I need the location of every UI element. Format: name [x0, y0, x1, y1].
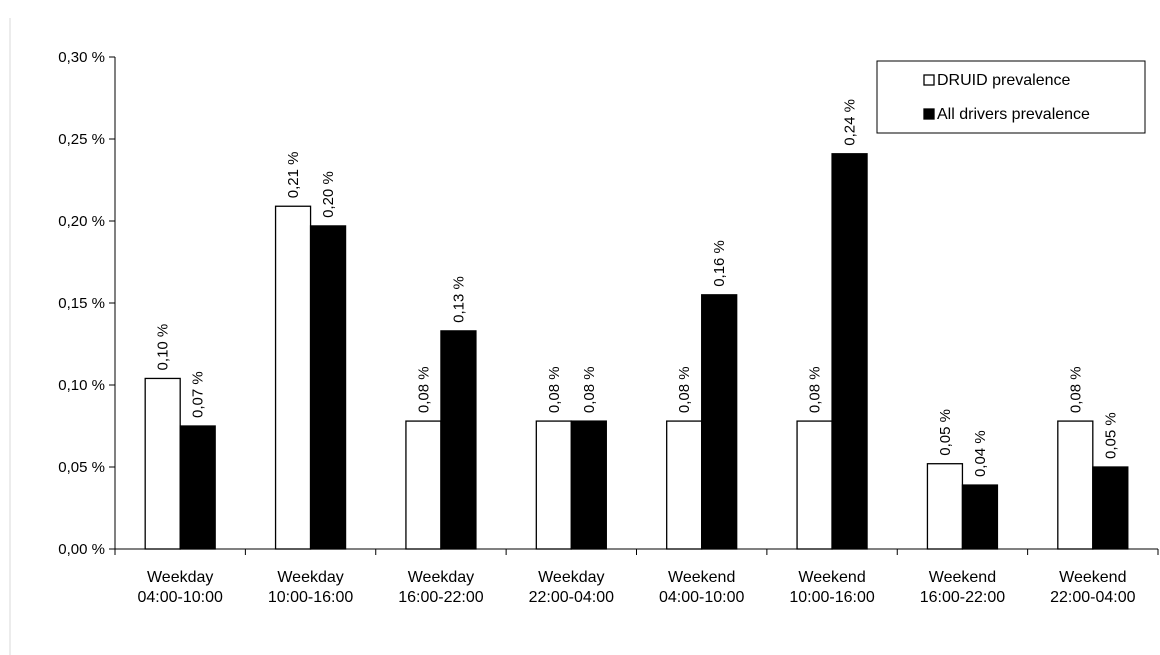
data-label: 0,08 %	[546, 366, 563, 413]
data-label: 0,10 %	[155, 324, 172, 371]
x-category-label: 22:00-04:00	[529, 589, 615, 606]
data-label: 0,16 %	[711, 240, 728, 287]
bar	[274, 205, 312, 550]
y-tick-label: 0,25 %	[58, 131, 105, 148]
bar	[535, 420, 572, 550]
x-category-label: Weekend	[798, 569, 865, 586]
data-labels: 0,10 % 0,07 % 0,21 % 0,20 % 0,08 % 0,13 % 0,08…	[155, 99, 1120, 477]
bar	[701, 294, 738, 550]
x-category-label: 16:00-22:00	[398, 589, 484, 606]
bar	[144, 377, 181, 550]
bar	[309, 225, 347, 550]
data-label: 0,08 %	[807, 366, 824, 413]
legend: DRUID prevalence All drivers prevalence	[876, 60, 1146, 134]
y-tick-label: 0,05 %	[58, 459, 105, 476]
legend-swatch	[923, 74, 935, 86]
x-category-label: Weekday	[538, 569, 604, 586]
x-category-label: 22:00-04:00	[1050, 589, 1136, 606]
data-label: 0,08 %	[676, 366, 693, 413]
legend-label: DRUID prevalence	[937, 72, 1070, 89]
bar	[179, 425, 216, 550]
y-tick-label: 0,15 %	[58, 295, 105, 312]
data-label: 0,04 %	[972, 430, 989, 477]
bar	[440, 330, 477, 550]
y-tick-label: 0,00 %	[58, 541, 105, 558]
y-axis: 0,00 % 0,05 % 0,10 % 0,15 % 0,20 % 0,25 % 0,30…	[58, 49, 116, 558]
data-label: 0,07 %	[190, 371, 207, 418]
bars	[144, 153, 1129, 550]
data-label: 0,05 %	[937, 409, 954, 456]
data-label: 0,08 %	[1067, 366, 1084, 413]
y-tick-label: 0,30 %	[58, 49, 105, 66]
y-tick-label: 0,20 %	[58, 213, 105, 230]
data-label: 0,08 %	[581, 366, 598, 413]
bar	[666, 420, 703, 550]
x-category-label: 10:00-16:00	[268, 589, 354, 606]
x-category-label: Weekend	[1059, 569, 1126, 586]
x-category-label: 16:00-22:00	[920, 589, 1006, 606]
legend-swatch	[923, 108, 935, 120]
bar	[1092, 466, 1129, 550]
data-label: 0,05 %	[1102, 412, 1119, 459]
x-category-label: Weekday	[277, 569, 343, 586]
data-label: 0,20 %	[320, 171, 337, 218]
x-category-label: Weekend	[929, 569, 996, 586]
y-tick-label: 0,10 %	[58, 377, 105, 394]
data-label: 0,08 %	[415, 366, 432, 413]
data-label: 0,21 %	[285, 152, 302, 199]
x-axis: Weekday 04:00-10:00 Weekday 10:00-16:00 Week…	[114, 548, 1159, 606]
bar	[831, 153, 868, 550]
bar	[570, 420, 607, 550]
x-category-label: 04:00-10:00	[137, 589, 223, 606]
x-category-label: Weekend	[668, 569, 735, 586]
bar	[926, 463, 964, 550]
legend-label: All drivers prevalence	[937, 106, 1090, 123]
x-category-label: 10:00-16:00	[789, 589, 875, 606]
bar	[405, 420, 442, 550]
x-category-label: Weekday	[147, 569, 213, 586]
bar	[1057, 420, 1094, 550]
bar	[961, 484, 999, 550]
x-category-label: Weekday	[408, 569, 474, 586]
bar	[796, 420, 833, 550]
x-category-label: 04:00-10:00	[659, 589, 745, 606]
data-label: 0,24 %	[842, 99, 859, 146]
legend-box	[876, 60, 1146, 134]
data-label: 0,13 %	[450, 276, 467, 323]
